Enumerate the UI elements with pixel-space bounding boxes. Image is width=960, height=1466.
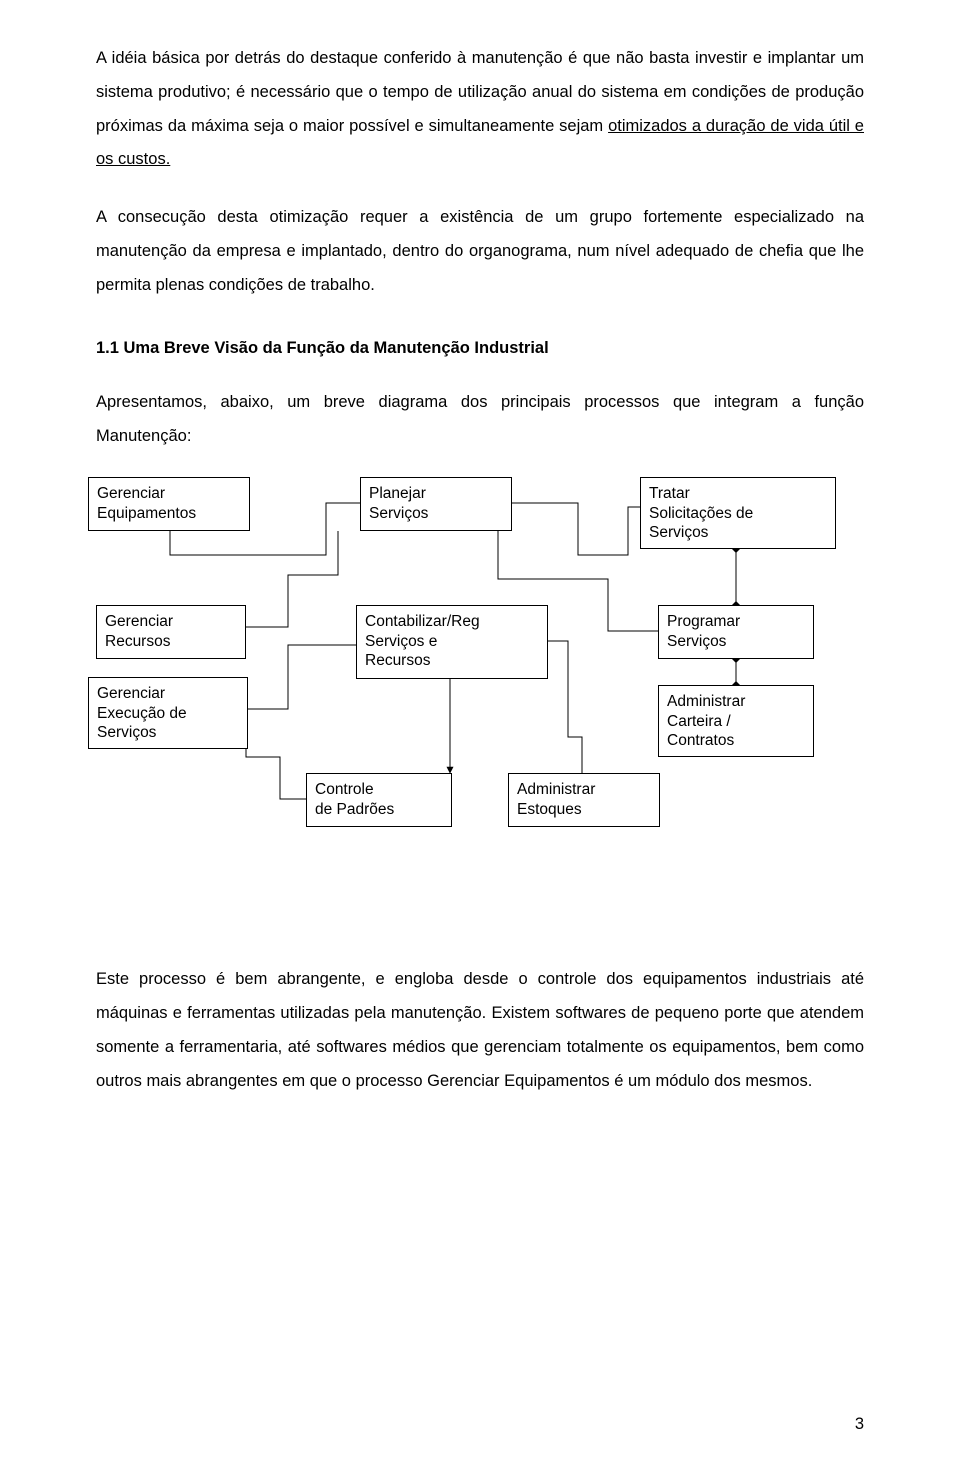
process-diagram: GerenciarEquipamentos PlanejarServiços Tra… [88,477,856,907]
document-page: A idéia básica por detrás do destaque co… [0,0,960,1466]
diagram-node-contabilizar: Contabilizar/RegServiços eRecursos [356,605,548,679]
paragraph-2: A consecução desta otimização requer a e… [96,201,864,302]
diagram-node-gerenciar_equip: GerenciarEquipamentos [88,477,250,531]
section-heading: 1.1 Uma Breve Visão da Função da Manuten… [96,339,864,358]
paragraph-4: Este processo é bem abrangente, e englob… [96,963,864,1098]
paragraph-3: Apresentamos, abaixo, um breve diagrama … [96,386,864,454]
diagram-node-administrar_cart: AdministrarCarteira /Contratos [658,685,814,757]
diagram-node-tratar_solic: TratarSolicitações deServiços [640,477,836,549]
diagram-node-controle_padroes: Controlede Padrões [306,773,452,827]
diagram-node-gerenciar_recur: GerenciarRecursos [96,605,246,659]
page-number: 3 [855,1415,864,1434]
diagram-node-administrar_est: AdministrarEstoques [508,773,660,827]
diagram-node-planejar_serv: PlanejarServiços [360,477,512,531]
diagram-node-programar_serv: ProgramarServiços [658,605,814,659]
diagram-node-gerenciar_exec: GerenciarExecução deServiços [88,677,248,749]
paragraph-1: A idéia básica por detrás do destaque co… [96,42,864,177]
